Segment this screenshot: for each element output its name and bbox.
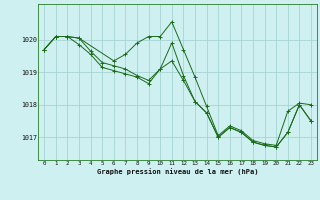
X-axis label: Graphe pression niveau de la mer (hPa): Graphe pression niveau de la mer (hPa) (97, 168, 258, 175)
